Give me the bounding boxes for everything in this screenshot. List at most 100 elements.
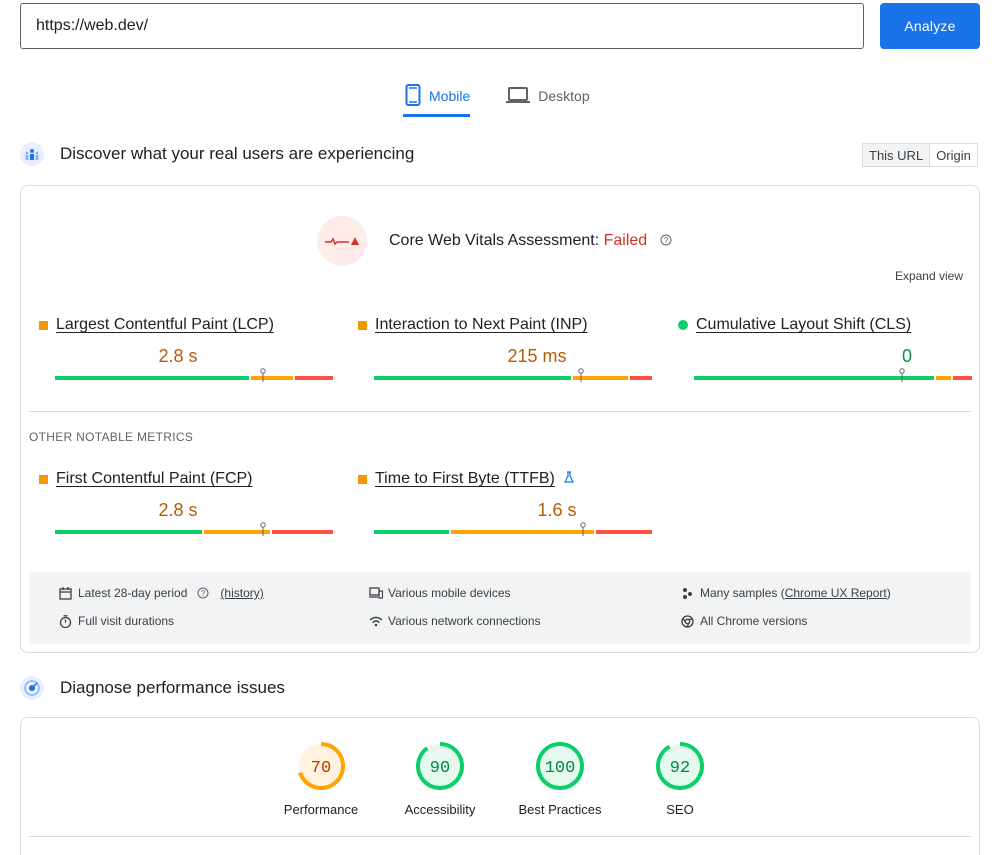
other-metrics-title: OTHER NOTABLE METRICS (29, 430, 194, 444)
distribution-bar (694, 368, 972, 382)
cwv-assessment: Core Web Vitals Assessment: Failed ? (317, 216, 672, 266)
score-label: Performance (283, 802, 359, 817)
metric-inp-value: 215 ms (507, 346, 567, 366)
metric-lcp-name: Largest Contentful Paint (LCP) (56, 316, 274, 333)
tab-mobile-label: Mobile (429, 88, 471, 104)
devices-icon (369, 586, 384, 600)
timer-icon (59, 614, 72, 628)
needs-improvement-square-icon (39, 474, 48, 484)
help-icon[interactable]: ? (197, 587, 210, 600)
info-devices: Various mobile devices (369, 586, 511, 600)
tab-desktop[interactable]: Desktop (504, 78, 591, 114)
gauge-ring: 92 (656, 742, 704, 790)
metric-ttfb: Time to First Byte (TTFB) 1.6 s (358, 470, 652, 536)
info-samples: Many samples (Chrome UX Report) (681, 586, 891, 600)
cwv-assessment-label: Core Web Vitals Assessment: (389, 232, 604, 249)
percentile-marker-icon (260, 368, 266, 382)
info-period-text: Latest 28-day period (78, 586, 188, 600)
metric-fcp: First Contentful Paint (FCP) 2.8 s (39, 470, 333, 536)
percentile-marker-icon (578, 368, 584, 382)
field-data-title: Discover what your real users are experi… (60, 144, 415, 163)
chrome-ux-report-link[interactable]: Chrome UX Report (784, 586, 887, 600)
metric-fcp-value: 2.8 s (158, 500, 198, 520)
metric-cls-name: Cumulative Layout Shift (CLS) (696, 316, 912, 333)
score-value: 92 (670, 759, 690, 778)
score-value: 90 (430, 759, 450, 778)
metric-cls-label[interactable]: Cumulative Layout Shift (CLS) (678, 316, 956, 334)
expand-view-link[interactable]: Expand view (894, 269, 963, 283)
metric-fcp-name: First Contentful Paint (FCP) (56, 470, 253, 487)
help-icon[interactable]: ? (660, 233, 672, 246)
score-gauge-best-practices[interactable]: 100 Best Practices (505, 740, 615, 817)
cwv-status: Failed (603, 232, 648, 249)
metric-lcp-value: 2.8 s (158, 346, 198, 366)
wifi-icon (369, 615, 383, 628)
url-input[interactable]: https://web.dev/ (20, 3, 864, 49)
score-gauge-performance[interactable]: 70 Performance (266, 740, 376, 817)
info-durations: Full visit durations (59, 614, 174, 628)
divider (29, 411, 971, 412)
distribution-bar (374, 522, 652, 536)
desktop-icon (506, 86, 531, 107)
info-devices-text: Various mobile devices (388, 586, 511, 600)
metric-ttfb-name: Time to First Byte (TTFB) (375, 470, 555, 487)
metric-ttfb-label[interactable]: Time to First Byte (TTFB) (358, 470, 636, 488)
origin-button[interactable]: Origin (936, 147, 971, 163)
distribution-bar (374, 368, 652, 382)
divider (29, 836, 971, 837)
score-label: SEO (666, 802, 694, 817)
needs-improvement-square-icon (358, 474, 367, 484)
device-tabs: Mobile Desktop (403, 78, 592, 118)
info-durations-text: Full visit durations (78, 614, 175, 628)
info-chrome: All Chrome versions (681, 614, 807, 628)
score-label: Best Practices (518, 802, 602, 817)
experimental-flask-icon (563, 470, 575, 488)
score-gauge-seo[interactable]: 92 SEO (625, 740, 735, 817)
score-label: Accessibility (404, 802, 476, 817)
chrome-icon (681, 614, 694, 628)
info-period: Latest 28-day period ? (history) (59, 586, 264, 600)
field-data-header: Discover what your real users are experi… (20, 142, 414, 166)
distribution-bar (55, 522, 333, 536)
lab-data-header: Diagnose performance issues (20, 676, 285, 700)
metric-lcp: Largest Contentful Paint (LCP) 2.8 s (39, 316, 333, 382)
info-chrome-text: All Chrome versions (700, 614, 808, 628)
score-gauge-accessibility[interactable]: 90 Accessibility (385, 740, 495, 817)
metric-inp-name: Interaction to Next Paint (INP) (375, 316, 588, 333)
cwv-assessment-text: Core Web Vitals Assessment: Failed ? (389, 232, 672, 250)
people-icon (681, 587, 694, 600)
info-network-text: Various network connections (388, 614, 541, 628)
tab-desktop-label: Desktop (538, 88, 590, 104)
gauge-ring: 70 (297, 742, 345, 790)
field-data-card: Core Web Vitals Assessment: Failed ? Exp… (20, 185, 980, 653)
data-info-box: Latest 28-day period ? (history) Full vi… (29, 572, 971, 644)
gauge-ring: 100 (536, 742, 584, 790)
metric-inp-label[interactable]: Interaction to Next Paint (INP) (358, 316, 636, 334)
mobile-icon (405, 83, 421, 109)
metric-cls: Cumulative Layout Shift (CLS) 0 (678, 316, 972, 382)
cwv-failed-icon (317, 216, 367, 266)
tab-mobile[interactable]: Mobile (403, 78, 471, 117)
metric-inp: Interaction to Next Paint (INP) 215 ms (358, 316, 652, 382)
metric-ttfb-value: 1.6 s (537, 500, 577, 520)
metric-cls-value: 0 (901, 346, 912, 366)
url-input-value: https://web.dev/ (36, 17, 149, 34)
lab-data-title: Diagnose performance issues (60, 678, 285, 697)
history-link[interactable]: (history) (220, 586, 264, 600)
metric-fcp-label[interactable]: First Contentful Paint (FCP) (39, 470, 317, 488)
svg-text:?: ? (663, 236, 668, 245)
percentile-marker-icon (580, 522, 586, 536)
diagnose-icon (20, 676, 44, 700)
this-url-button[interactable]: This URL (863, 144, 931, 166)
metric-lcp-label[interactable]: Largest Contentful Paint (LCP) (39, 316, 317, 334)
lab-data-card: 70 Performance 90 Accessibility 100 Best… (20, 717, 980, 855)
analyze-button[interactable]: Analyze (880, 3, 980, 49)
gauge-ring: 90 (416, 742, 464, 790)
users-icon (20, 142, 44, 166)
distribution-bar (55, 368, 333, 382)
good-circle-icon (678, 320, 688, 330)
svg-text:?: ? (201, 589, 206, 598)
percentile-marker-icon (260, 522, 266, 536)
url-origin-toggle: This URL Origin (862, 143, 978, 167)
score-value: 70 (311, 759, 331, 778)
